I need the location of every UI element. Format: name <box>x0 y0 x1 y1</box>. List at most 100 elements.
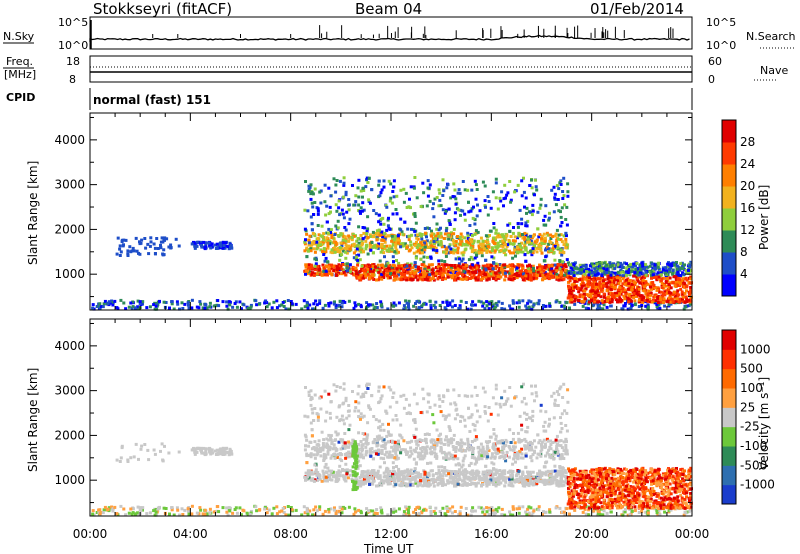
heatmap-cell <box>584 306 588 310</box>
heatmap-cell <box>525 211 528 215</box>
heatmap-cell <box>472 265 476 269</box>
heatmap-cell <box>688 508 692 512</box>
heatmap-cell <box>671 269 675 273</box>
heatmap-cell <box>386 307 390 311</box>
heatmap-cell <box>91 306 95 310</box>
heatmap-cell <box>172 513 176 517</box>
heatmap-cell <box>408 273 412 277</box>
heatmap-cell <box>605 289 609 293</box>
heatmap-cell <box>213 449 217 453</box>
heatmap-cell <box>521 505 525 509</box>
heatmap-cell <box>502 249 506 253</box>
heatmap-cell <box>667 291 671 294</box>
heatmap-cell <box>361 268 365 272</box>
heatmap-cell <box>533 193 536 197</box>
heatmap-cell <box>431 268 434 272</box>
heatmap-cell <box>357 253 361 257</box>
heatmap-cell <box>453 211 457 215</box>
heatmap-cell <box>382 179 386 183</box>
heatmap-cell <box>428 199 432 203</box>
heatmap-cell <box>532 276 536 280</box>
heatmap-cell <box>640 276 644 280</box>
heatmap-cell <box>638 267 642 271</box>
heatmap-cell <box>457 188 461 192</box>
heatmap-cell <box>109 301 113 305</box>
heatmap-cell <box>452 232 456 236</box>
heatmap-cell <box>427 268 431 272</box>
heatmap-cell <box>573 298 577 301</box>
heatmap-cell <box>681 281 684 285</box>
heatmap-cell <box>178 513 181 517</box>
heatmap-cell <box>341 212 345 216</box>
heatmap-cell <box>146 448 150 452</box>
heatmap-cell <box>556 246 560 250</box>
heatmap-cell <box>561 190 565 193</box>
heatmap-cell <box>436 265 440 269</box>
heatmap-cell <box>302 505 306 509</box>
heatmap-cell <box>524 233 528 237</box>
heatmap-cell <box>368 241 372 245</box>
heatmap-cell <box>556 263 560 267</box>
heatmap-cell <box>582 299 586 303</box>
heatmap-cell <box>490 506 494 510</box>
heatmap-cell <box>513 265 517 269</box>
heatmap-cell <box>234 506 238 510</box>
heatmap-cell <box>612 276 616 280</box>
heatmap-cell <box>331 236 335 240</box>
heatmap-cell <box>528 184 532 187</box>
heatmap-cell <box>585 274 589 278</box>
heatmap-cell <box>444 267 448 271</box>
heatmap-cell <box>352 251 356 255</box>
heatmap-cell <box>272 506 276 510</box>
heatmap-cell <box>394 303 398 307</box>
heatmap-cell <box>559 179 563 183</box>
heatmap-cell <box>445 186 449 190</box>
heatmap-cell <box>600 299 604 303</box>
heatmap-cell <box>235 511 239 515</box>
heatmap-cell <box>438 304 442 307</box>
heatmap-cell <box>351 268 355 272</box>
heatmap-cell <box>246 306 250 310</box>
heatmap-cell <box>461 209 465 213</box>
heatmap-cell <box>118 460 122 463</box>
heatmap-cell <box>583 301 587 305</box>
heatmap-cell <box>336 219 340 223</box>
heatmap-cell <box>453 304 457 307</box>
heatmap-cell <box>433 305 437 309</box>
heatmap-cell <box>425 235 428 239</box>
heatmap-cell <box>675 283 679 287</box>
heatmap-cell <box>306 512 310 516</box>
heatmap-cell <box>623 510 627 514</box>
heatmap-cell <box>517 273 520 277</box>
heatmap-cell <box>356 260 360 264</box>
heatmap-cell <box>689 277 693 281</box>
heatmap-cell <box>405 206 409 209</box>
heatmap-cell <box>596 512 600 516</box>
heatmap-cell <box>454 257 458 261</box>
heatmap-cell <box>310 272 314 276</box>
heatmap-cell <box>502 204 505 208</box>
heatmap-cell <box>391 243 395 247</box>
heatmap-cell <box>458 257 461 261</box>
heatmap-cell <box>334 264 337 268</box>
heatmap-cell <box>554 300 558 304</box>
heatmap-cell <box>547 277 551 281</box>
heatmap-cell <box>319 234 323 238</box>
heatmap-cell <box>587 267 591 271</box>
heatmap-cell <box>401 242 405 246</box>
heatmap-cell <box>394 509 398 513</box>
heatmap-cell <box>396 234 400 238</box>
heatmap-cell <box>217 304 221 308</box>
heatmap-cell <box>393 238 397 242</box>
heatmap-cell <box>668 263 671 267</box>
heatmap-cell <box>325 204 329 208</box>
heatmap-cell <box>353 245 357 249</box>
heatmap-cell <box>619 261 623 265</box>
heatmap-cell <box>500 513 504 517</box>
heatmap-cell <box>599 507 603 511</box>
heatmap-cell <box>434 237 438 241</box>
heatmap-cell <box>539 203 543 207</box>
heatmap-cell <box>327 304 331 308</box>
heatmap-cell <box>552 210 556 214</box>
heatmap-cell <box>430 246 433 250</box>
